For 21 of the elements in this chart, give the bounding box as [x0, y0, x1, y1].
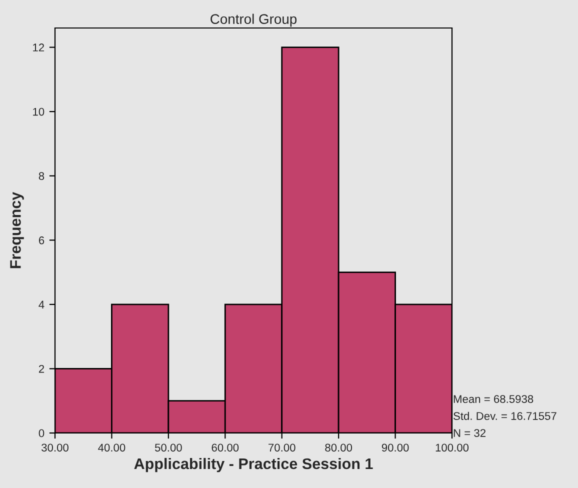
x-tick-label: 90.00	[382, 444, 409, 452]
x-tick-label: 60.00	[212, 444, 239, 452]
text: Std. Dev. = 16.71557	[454, 412, 556, 420]
x-tick-label: 40.00	[98, 444, 126, 452]
x-tick-label: 70.00	[268, 444, 296, 452]
y-tick-label: 0	[38, 429, 44, 438]
y-axis-title: Frequency	[10, 192, 24, 268]
text: Mean = 68.5938	[454, 395, 534, 403]
y-tick-label: 2	[38, 364, 44, 373]
y-tick-label: 8	[38, 172, 44, 180]
x-tick-label: 100.00	[436, 444, 469, 452]
x-axis-title: Applicability - Practice Session 1	[134, 458, 373, 472]
y-tick-label: 4	[38, 300, 44, 308]
y-tick-label: 12	[33, 44, 44, 52]
x-tick-label: 30.00	[42, 444, 68, 452]
chart-title: Control Group	[210, 14, 297, 27]
x-tick-label: 80.00	[325, 444, 352, 452]
y-tick-label: 6	[38, 236, 44, 244]
text: N = 32	[454, 429, 486, 437]
x-tick-label: 50.00	[154, 444, 182, 452]
y-tick-label: 10	[33, 108, 44, 116]
